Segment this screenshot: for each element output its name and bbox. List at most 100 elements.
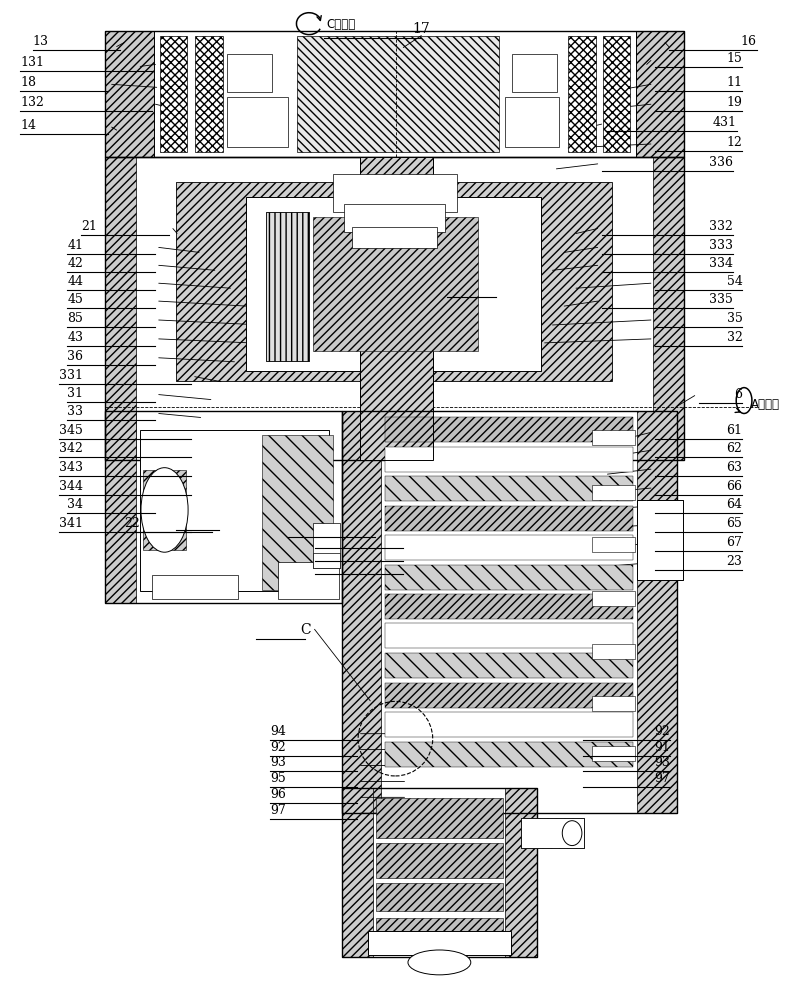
Bar bbox=[385, 476, 634, 501]
Text: 21: 21 bbox=[81, 220, 97, 233]
Bar bbox=[592, 746, 635, 761]
Text: 64: 64 bbox=[726, 498, 743, 511]
Bar bbox=[512, 54, 557, 92]
Text: 51: 51 bbox=[316, 533, 331, 546]
Text: 17: 17 bbox=[412, 22, 430, 36]
Bar bbox=[105, 157, 136, 460]
Bar bbox=[152, 575, 238, 599]
Bar bbox=[266, 212, 309, 361]
Bar bbox=[278, 562, 339, 599]
Text: 11: 11 bbox=[726, 76, 743, 89]
Text: 15: 15 bbox=[727, 52, 743, 65]
Text: 36: 36 bbox=[67, 350, 83, 363]
Bar bbox=[385, 742, 634, 767]
Text: 94: 94 bbox=[270, 725, 286, 738]
Bar bbox=[568, 36, 596, 152]
Bar bbox=[385, 683, 634, 708]
Bar bbox=[376, 798, 503, 838]
Text: 14: 14 bbox=[20, 119, 36, 132]
Bar bbox=[505, 788, 537, 957]
Bar bbox=[140, 430, 328, 591]
Text: 91: 91 bbox=[654, 741, 670, 754]
Text: 65: 65 bbox=[727, 517, 743, 530]
Bar bbox=[376, 883, 503, 911]
Bar bbox=[592, 485, 635, 500]
Text: 334: 334 bbox=[709, 257, 733, 270]
Text: 35: 35 bbox=[727, 312, 743, 325]
Ellipse shape bbox=[562, 821, 582, 846]
Text: 92: 92 bbox=[270, 741, 286, 754]
Bar bbox=[385, 712, 634, 737]
Text: 93: 93 bbox=[270, 756, 286, 769]
Bar bbox=[592, 537, 635, 552]
Text: 54: 54 bbox=[727, 275, 743, 288]
Text: 66: 66 bbox=[726, 480, 743, 493]
Text: 16: 16 bbox=[740, 35, 757, 48]
Text: A: A bbox=[491, 281, 501, 295]
Text: 335: 335 bbox=[710, 293, 733, 306]
Bar bbox=[592, 591, 635, 606]
Bar bbox=[226, 54, 272, 92]
Text: 97: 97 bbox=[270, 804, 286, 817]
Text: 96: 96 bbox=[270, 788, 286, 801]
Bar bbox=[262, 435, 332, 589]
Bar bbox=[313, 553, 340, 568]
Text: 93: 93 bbox=[654, 756, 670, 769]
Bar bbox=[360, 157, 433, 460]
Text: 336: 336 bbox=[709, 156, 733, 169]
Bar bbox=[653, 157, 684, 460]
Text: 95: 95 bbox=[270, 772, 286, 785]
Bar bbox=[332, 174, 456, 212]
Text: 332: 332 bbox=[710, 220, 733, 233]
Text: 23: 23 bbox=[727, 555, 743, 568]
Text: 19: 19 bbox=[727, 96, 743, 109]
Ellipse shape bbox=[141, 468, 188, 552]
Text: 67: 67 bbox=[727, 536, 743, 549]
Text: C轴旋转: C轴旋转 bbox=[327, 18, 355, 31]
Text: 18: 18 bbox=[20, 76, 36, 89]
Bar bbox=[246, 197, 542, 371]
Text: 34: 34 bbox=[67, 498, 83, 511]
Bar bbox=[385, 594, 634, 619]
Text: 333: 333 bbox=[709, 239, 733, 252]
Bar bbox=[385, 565, 634, 589]
Bar bbox=[160, 36, 187, 152]
Bar bbox=[195, 36, 222, 152]
Bar bbox=[313, 217, 478, 351]
Text: B: B bbox=[176, 515, 184, 528]
Text: B: B bbox=[172, 524, 181, 537]
Text: 31: 31 bbox=[67, 387, 83, 400]
Bar bbox=[105, 410, 342, 603]
Text: 341: 341 bbox=[59, 517, 83, 530]
Text: 431: 431 bbox=[713, 116, 737, 129]
Bar bbox=[360, 157, 433, 460]
Text: 43: 43 bbox=[67, 331, 83, 344]
Bar bbox=[521, 818, 584, 848]
Bar bbox=[592, 430, 635, 445]
Bar bbox=[376, 918, 503, 943]
Bar bbox=[385, 653, 634, 678]
Bar bbox=[105, 31, 684, 157]
Text: 63: 63 bbox=[726, 461, 743, 474]
Text: 62: 62 bbox=[727, 442, 743, 455]
Text: 342: 342 bbox=[59, 442, 83, 455]
Ellipse shape bbox=[408, 950, 471, 975]
Bar bbox=[313, 523, 340, 568]
Text: 92: 92 bbox=[654, 725, 670, 738]
Text: 85: 85 bbox=[67, 312, 83, 325]
Bar bbox=[352, 227, 437, 248]
Text: A轴旋转: A轴旋转 bbox=[751, 398, 780, 411]
Bar bbox=[142, 470, 186, 550]
Text: 44: 44 bbox=[67, 275, 83, 288]
Text: 54: 54 bbox=[287, 522, 303, 535]
Bar bbox=[342, 410, 676, 813]
Bar bbox=[105, 31, 153, 157]
Text: 97: 97 bbox=[654, 772, 670, 785]
Bar bbox=[385, 535, 634, 560]
Bar bbox=[266, 212, 309, 361]
Text: 345: 345 bbox=[59, 424, 83, 437]
Bar bbox=[385, 417, 634, 442]
Text: 45: 45 bbox=[67, 293, 83, 306]
Bar bbox=[342, 788, 373, 957]
Text: 42: 42 bbox=[67, 257, 83, 270]
